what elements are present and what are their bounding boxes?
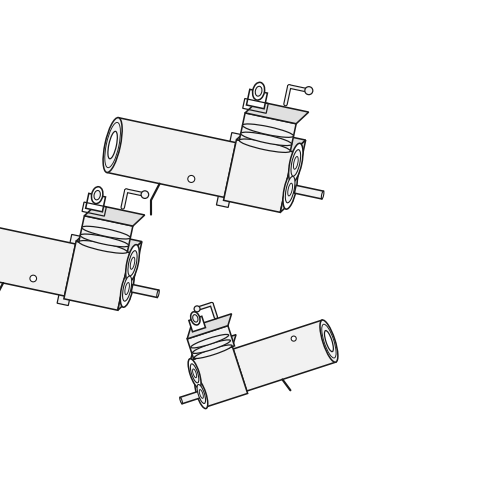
Circle shape (305, 86, 313, 94)
Ellipse shape (122, 276, 132, 301)
Ellipse shape (188, 358, 201, 388)
Ellipse shape (128, 250, 137, 276)
Ellipse shape (240, 139, 290, 152)
Polygon shape (240, 113, 296, 151)
Polygon shape (107, 118, 236, 198)
Ellipse shape (252, 82, 264, 100)
Polygon shape (187, 326, 234, 359)
Ellipse shape (192, 340, 230, 353)
Polygon shape (131, 284, 159, 298)
Circle shape (291, 336, 296, 341)
Polygon shape (246, 90, 268, 108)
Circle shape (188, 176, 195, 182)
Ellipse shape (126, 244, 140, 282)
Ellipse shape (291, 150, 300, 176)
Circle shape (194, 306, 200, 312)
Polygon shape (79, 216, 133, 252)
Ellipse shape (242, 124, 294, 138)
Ellipse shape (324, 330, 334, 351)
Ellipse shape (190, 364, 199, 383)
Ellipse shape (120, 270, 134, 307)
Ellipse shape (192, 369, 196, 378)
Polygon shape (190, 334, 236, 360)
Polygon shape (57, 234, 83, 306)
Ellipse shape (320, 320, 338, 362)
Ellipse shape (192, 314, 198, 322)
Polygon shape (233, 320, 336, 391)
Polygon shape (0, 220, 76, 296)
Ellipse shape (256, 86, 262, 96)
Ellipse shape (125, 282, 130, 294)
Polygon shape (84, 204, 144, 226)
Polygon shape (294, 186, 324, 199)
Polygon shape (245, 101, 308, 124)
Polygon shape (190, 346, 248, 407)
Polygon shape (216, 132, 244, 208)
Polygon shape (180, 390, 203, 404)
Ellipse shape (240, 132, 292, 145)
Ellipse shape (92, 186, 103, 204)
Polygon shape (187, 314, 232, 339)
Ellipse shape (286, 176, 295, 203)
Circle shape (30, 275, 36, 282)
Ellipse shape (80, 234, 128, 247)
Polygon shape (76, 230, 142, 252)
Ellipse shape (288, 183, 292, 196)
Ellipse shape (194, 345, 232, 358)
Circle shape (141, 191, 148, 198)
Polygon shape (224, 140, 293, 212)
Ellipse shape (195, 380, 207, 408)
Ellipse shape (94, 190, 100, 200)
Polygon shape (280, 140, 305, 212)
Ellipse shape (294, 156, 298, 170)
Ellipse shape (130, 257, 135, 270)
Ellipse shape (157, 290, 159, 298)
Polygon shape (189, 316, 206, 332)
Ellipse shape (197, 384, 205, 404)
Ellipse shape (322, 191, 324, 199)
Ellipse shape (200, 390, 203, 398)
Ellipse shape (180, 398, 182, 404)
Ellipse shape (191, 334, 228, 348)
Ellipse shape (190, 312, 200, 325)
Polygon shape (64, 241, 130, 310)
Ellipse shape (82, 226, 130, 239)
Polygon shape (236, 128, 306, 152)
Polygon shape (86, 194, 105, 212)
Ellipse shape (288, 144, 303, 182)
Polygon shape (118, 242, 142, 310)
Ellipse shape (79, 240, 128, 254)
Ellipse shape (108, 132, 118, 159)
Ellipse shape (283, 170, 298, 209)
Ellipse shape (103, 118, 122, 172)
